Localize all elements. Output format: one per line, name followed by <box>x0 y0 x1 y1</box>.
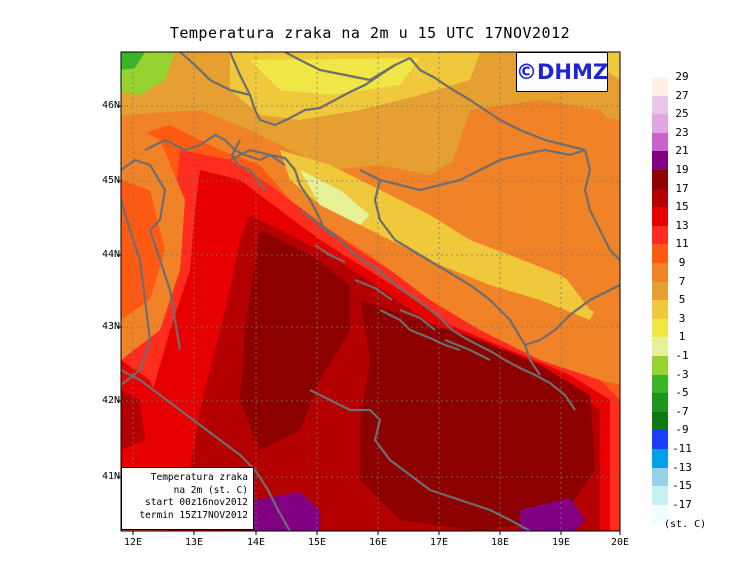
legend-label: 3 <box>678 311 686 325</box>
map-frame <box>120 51 621 532</box>
legend-swatch <box>652 188 668 208</box>
legend-label: -11 <box>672 442 692 455</box>
legend-label: 21 <box>675 144 689 158</box>
legend-swatch <box>652 151 668 171</box>
legend-swatch <box>652 318 668 338</box>
legend-label: 9 <box>678 256 686 269</box>
legend-label: -9 <box>675 423 689 437</box>
legend-label: 7 <box>678 274 686 288</box>
legend-label: 11 <box>675 237 689 251</box>
info-line-1: Temperatura zraka <box>150 472 248 483</box>
lon-label-18e: 18E <box>490 537 510 548</box>
legend-label: 17 <box>675 181 689 195</box>
legend-label: -7 <box>675 404 689 418</box>
legend-label: 5 <box>678 293 686 307</box>
legend-swatch <box>652 486 668 506</box>
lat-label-44n: 44N <box>101 249 120 260</box>
legend-swatch <box>652 374 668 394</box>
legend-swatch <box>652 207 668 227</box>
legend-unit: (st. C) <box>664 519 707 530</box>
legend-label: 23 <box>675 125 689 139</box>
legend-label: -17 <box>672 497 692 511</box>
legend-label: -5 <box>675 386 689 400</box>
temperature-field <box>121 52 620 531</box>
map-gridlines <box>121 52 620 531</box>
legend-label: 1 <box>678 330 686 344</box>
legend-label: 19 <box>675 163 689 176</box>
legend-swatch <box>652 244 668 264</box>
lon-label-12e: 12E <box>123 537 143 548</box>
legend-label: -15 <box>672 479 692 493</box>
legend-swatch <box>652 132 668 152</box>
coastlines-and-borders <box>121 52 620 531</box>
dhmz-logo: ©DHMZ <box>516 52 608 92</box>
legend-swatch <box>652 504 668 524</box>
legend-label: 25 <box>675 107 689 121</box>
legend-label: 27 <box>675 88 689 102</box>
info-box: Temperatura zraka na 2m (st. C) start 00… <box>121 467 254 530</box>
legend-label: 15 <box>675 200 689 214</box>
legend-swatch <box>652 411 668 431</box>
lon-label-19e: 19E <box>551 537 571 548</box>
lat-label-45n: 45N <box>101 175 120 186</box>
info-line-4: termin 15Z17NOV2012 <box>139 509 248 521</box>
legend-swatch <box>652 170 668 190</box>
color-legend <box>652 77 668 524</box>
legend-label: 29 <box>675 70 689 83</box>
legend-swatch <box>652 300 668 320</box>
legend-swatch <box>652 263 668 283</box>
lat-label-46n: 46N <box>101 100 120 111</box>
legend-label: -3 <box>675 367 689 381</box>
lat-label-42n: 42N <box>101 395 120 406</box>
legend-swatch <box>652 77 668 97</box>
lon-label-17e: 17E <box>429 537 449 548</box>
legend-swatch <box>652 430 668 450</box>
lon-label-13e: 13E <box>184 537 204 548</box>
info-line-2: na 2m (st. C) <box>173 484 248 496</box>
lon-label-15e: 15E <box>307 537 327 548</box>
axis-ticks <box>117 105 621 535</box>
info-line-3: start 00z16nov2012 <box>145 497 248 508</box>
lat-label-41n: 41N <box>101 471 120 482</box>
legend-swatch <box>652 95 668 115</box>
legend-label: -13 <box>672 460 692 474</box>
lon-label-14e: 14E <box>246 537 266 548</box>
map-title: Temperatura zraka na 2m u 15 UTC 17NOV20… <box>169 24 571 42</box>
legend-label: 13 <box>675 218 689 232</box>
legend-swatch <box>652 337 668 357</box>
lon-label-16e: 16E <box>368 537 388 548</box>
legend-swatch <box>652 225 668 245</box>
lon-label-20e: 20E <box>610 537 630 548</box>
legend-label: -1 <box>675 349 689 362</box>
legend-swatch <box>652 467 668 487</box>
legend-swatch <box>652 114 668 134</box>
legend-swatch <box>652 449 668 469</box>
legend-swatch <box>652 393 668 413</box>
lat-label-43n: 43N <box>101 321 120 332</box>
legend-swatch <box>652 356 668 376</box>
legend-swatch <box>652 281 668 301</box>
